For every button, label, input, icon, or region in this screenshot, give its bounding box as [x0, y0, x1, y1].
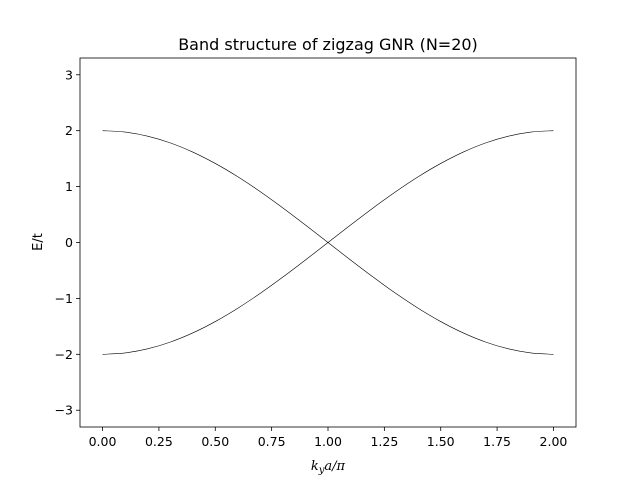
curves-layer [102, 130, 554, 355]
x-axis-label: kya/π [311, 459, 346, 476]
y-tick-label: −2 [55, 347, 73, 362]
chart-title: Band structure of zigzag GNR (N=20) [178, 35, 478, 54]
x-axis-label-rest: a/π [324, 459, 345, 474]
band-line-2 [102, 130, 554, 355]
y-tick-label: −3 [55, 403, 73, 418]
x-tick-label: 1.00 [314, 434, 342, 449]
x-tick-label: 0.25 [145, 434, 173, 449]
x-tick-label: 0.00 [89, 434, 117, 449]
x-axis-label-base: k [311, 459, 319, 474]
x-tick-label: 1.50 [427, 434, 455, 449]
y-axis-ticks: −3 −2 −1 0 1 2 3 [55, 67, 80, 418]
y-tick-label: 3 [65, 67, 73, 82]
x-tick-label: 1.25 [370, 434, 398, 449]
y-tick-label: 1 [65, 179, 73, 194]
x-tick-label: 2.00 [540, 434, 568, 449]
y-tick-label: 2 [65, 123, 73, 138]
y-axis-label: E/t [31, 233, 46, 251]
x-tick-label: 0.50 [201, 434, 229, 449]
y-tick-label: −1 [55, 291, 73, 306]
x-axis-ticks: 0.00 0.25 0.50 0.75 1.00 1.25 1.50 1.75 2.00 [89, 427, 568, 449]
y-tick-label: 0 [65, 235, 73, 250]
x-tick-label: 1.75 [483, 434, 511, 449]
x-tick-label: 0.75 [258, 434, 286, 449]
x-axis-label-subscript: y [318, 465, 325, 476]
